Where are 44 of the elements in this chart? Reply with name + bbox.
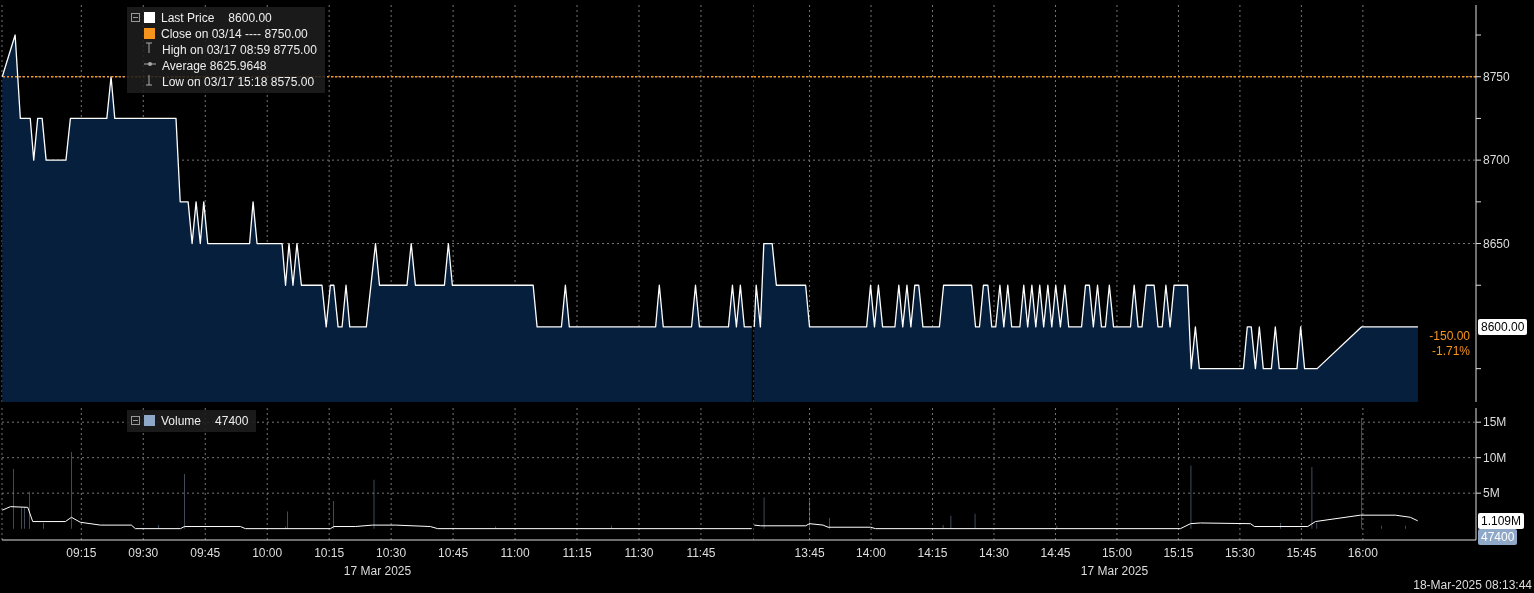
text: 8600.00: [1478, 318, 1528, 335]
text: 47400: [1478, 528, 1518, 545]
x-tick-label: 11:00: [500, 545, 530, 560]
annotation: 47400: [215, 414, 249, 428]
x-tick-label: 15:15: [1163, 545, 1194, 560]
line-series: [753, 514, 1419, 530]
annotation: 8600.00: [228, 11, 272, 25]
legend-label: Volume: [161, 414, 202, 428]
x-axis-title: 17 Mar 2025: [343, 564, 412, 578]
y-tick-label: 15M: [1483, 415, 1507, 430]
annotation: -1.71%: [1431, 343, 1470, 358]
x-axis-title: 17 Mar 2025: [1080, 564, 1149, 578]
y-tick-label: 10M: [1483, 450, 1507, 465]
x-tick-label: 14:45: [1040, 545, 1071, 560]
annotation: Low on 03/17 15:18 8575.00: [161, 74, 316, 90]
x-tick-label: 10:00: [252, 545, 283, 560]
x-tick-label: 09:30: [128, 545, 159, 560]
annotation: -150.00: [1429, 328, 1470, 343]
x-tick-label: 15:30: [1224, 545, 1256, 560]
x-tick-label: 10:30: [376, 545, 407, 560]
y-tick-label: 8650: [1483, 236, 1511, 251]
x-tick-label: 15:00: [1101, 545, 1133, 560]
y-tick-label: 8700: [1483, 153, 1511, 168]
annotation: Average 8625.9648: [161, 58, 268, 74]
x-tick-label: 09:15: [66, 545, 97, 560]
x-tick-label: 14:15: [917, 545, 948, 560]
x-tick-label: 15:45: [1286, 545, 1317, 560]
text: 18-Mar-2025 08:13:44: [1413, 578, 1532, 592]
x-tick-label: 11:15: [562, 545, 592, 560]
x-tick-label: 10:15: [314, 545, 345, 560]
y-tick-label: 5M: [1483, 486, 1500, 501]
x-tick-label: 11:30: [624, 545, 654, 560]
x-tick-label: 13:45: [794, 545, 825, 560]
text: 1.109M: [1478, 512, 1525, 529]
y-tick-label: 8750: [1483, 69, 1511, 84]
x-tick-label: 14:00: [856, 545, 887, 560]
x-tick-label: 11:45: [686, 545, 716, 560]
legend-label: Last Price: [161, 11, 215, 25]
legend-label: Close on 03/14 ---- 8750.00: [160, 26, 309, 42]
annotation: High on 03/17 08:59 8775.00: [161, 42, 317, 58]
x-tick-label: 09:45: [190, 545, 221, 560]
x-tick-label: 10:45: [438, 545, 469, 560]
x-tick-label: 14:30: [978, 545, 1010, 560]
x-tick-label: 16:00: [1347, 545, 1379, 560]
